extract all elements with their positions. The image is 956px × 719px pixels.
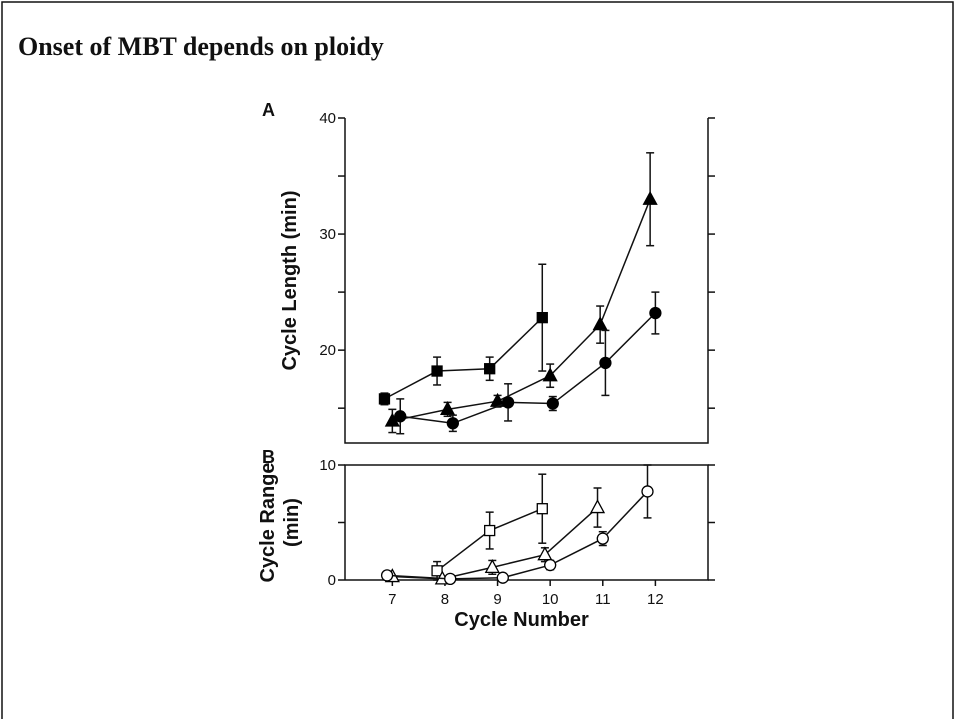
marker (380, 569, 394, 582)
marker (431, 365, 443, 377)
x-tick-label: 10 (542, 591, 559, 608)
series-line (392, 198, 651, 422)
marker (431, 565, 443, 577)
marker (378, 393, 391, 405)
y-axis-label: Cycle Length (min) (279, 190, 301, 370)
x-axis-label: Cycle Number (454, 609, 589, 631)
marker (544, 558, 557, 572)
y-tick-label: 40 (319, 110, 336, 127)
marker (589, 499, 606, 514)
y-axis-label: Cycle Range (257, 462, 279, 582)
panel-label: B (262, 447, 275, 467)
marker (542, 367, 558, 382)
marker (501, 396, 515, 409)
marker (536, 503, 548, 515)
series-line (387, 490, 649, 580)
y-axis-label: (min) (281, 498, 303, 547)
marker (596, 532, 609, 545)
x-tick-label: 7 (388, 591, 396, 608)
x-tick-label: 12 (647, 591, 664, 608)
marker (439, 400, 456, 415)
marker (642, 190, 658, 205)
marker (484, 558, 500, 573)
series-line (384, 317, 543, 400)
marker (446, 417, 459, 430)
slide-title: Onset of MBT depends on ploidy (18, 32, 384, 61)
y-tick-label: 10 (319, 457, 336, 474)
marker (536, 311, 548, 324)
series-line (400, 312, 656, 425)
axis-frame (344, 464, 709, 581)
y-tick-label: 0 (328, 572, 336, 589)
y-tick-label: 20 (319, 342, 336, 359)
marker (599, 356, 612, 370)
marker (537, 546, 553, 561)
marker (484, 363, 496, 375)
x-tick-label: 11 (595, 591, 611, 608)
marker (546, 397, 559, 410)
marker (444, 572, 457, 585)
marker (394, 410, 407, 423)
panel-label: A (262, 100, 275, 120)
x-tick-label: 8 (441, 591, 449, 608)
marker (496, 571, 509, 584)
y-tick-label: 30 (319, 226, 336, 243)
marker (592, 316, 608, 331)
marker (484, 524, 496, 537)
x-tick-label: 9 (493, 591, 501, 608)
axis-frame (344, 118, 709, 444)
marker (641, 485, 654, 498)
marker (649, 306, 662, 320)
